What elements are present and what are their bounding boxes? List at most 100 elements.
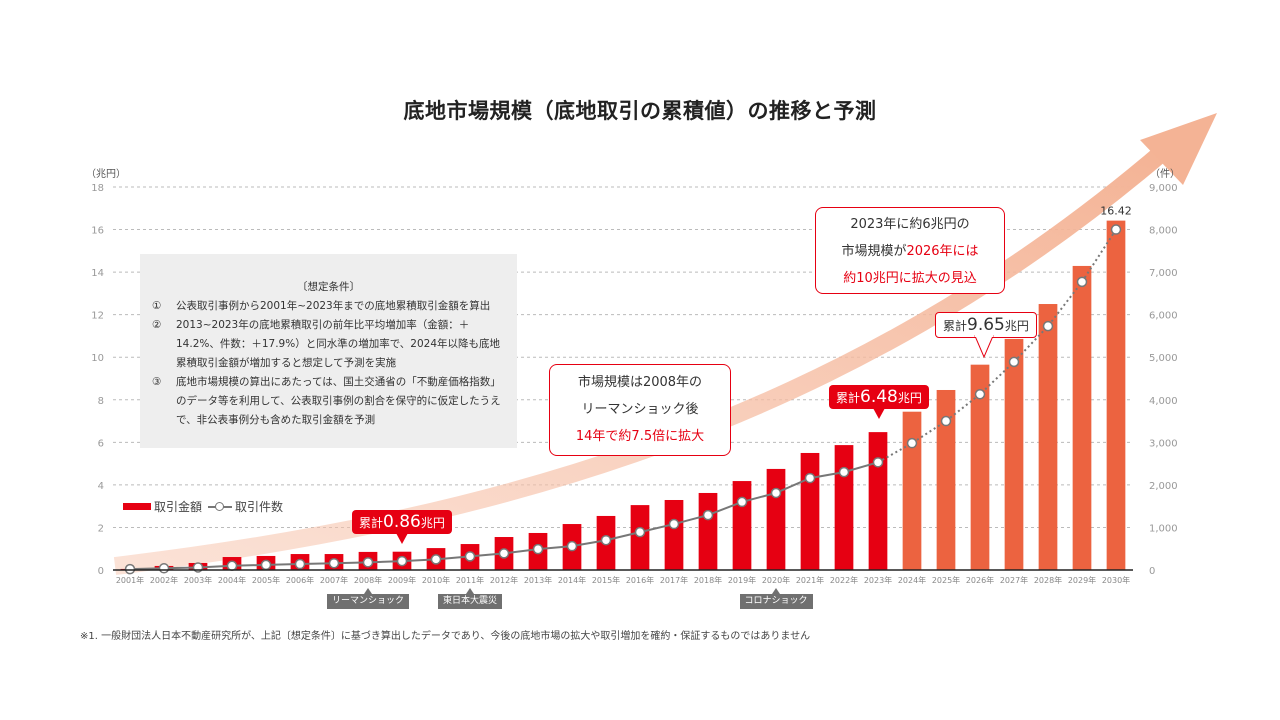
count-point-2027年 (1008, 356, 1020, 368)
assumption-number: ③ (152, 376, 162, 388)
bar-2026年 (970, 364, 990, 570)
badge-value: 0.86 (383, 512, 421, 532)
lehman-callout-line1: 市場規模は2008年の (577, 375, 703, 390)
y-left-tick-label: 10 (91, 353, 104, 364)
x-tick-label: 2008年 (354, 575, 382, 585)
bar-2016年 (630, 505, 650, 570)
bar-2023年 (868, 432, 888, 570)
bar-2020年 (766, 468, 786, 570)
badge-unit: 兆円 (420, 516, 445, 530)
count-point-2013年 (532, 543, 544, 555)
x-tick-label: 2019年 (728, 575, 756, 585)
x-tick-label: 2004年 (218, 575, 246, 585)
assumption-text: 公表取引事例から2001年~2023年までの底地累積取引金額を算出 (176, 300, 491, 312)
x-tick-label: 2029年 (1068, 575, 1096, 585)
assumption-item: ① 公表取引事例から2001年~2023年までの底地累積取引金額を算出 (140, 297, 517, 316)
count-line-forecast (877, 229, 1117, 464)
y-right-tick-label: 0 (1149, 566, 1155, 577)
x-tick-label: 2012年 (490, 575, 518, 585)
x-tick-label: 2010年 (422, 575, 450, 585)
forecast-callout-line3: 約10兆円に拡大の見込 (843, 271, 977, 286)
bar-2022年 (834, 445, 854, 570)
assumption-item: ③ 底地市場規模の算出にあたっては、国土交通省の「不動産価格指数」のデータ等を利… (140, 373, 517, 430)
badge-prefix: 累計 (359, 516, 384, 530)
y-right-unit-label: （件） (1150, 168, 1180, 180)
x-tick-label: 2016年 (626, 575, 654, 585)
count-point-2015年 (600, 534, 612, 546)
x-tick-label: 2015年 (592, 575, 620, 585)
badge-value: 9.65 (967, 315, 1005, 335)
lehman-callout: 市場規模は2008年の リーマンショック後 14年で約7.5倍に拡大 (549, 364, 731, 456)
data-label-final: 16.42 (1100, 205, 1132, 218)
y-right-tick-label: 3,000 (1149, 438, 1178, 449)
y-right-tick-label: 2,000 (1149, 481, 1178, 492)
x-tick-label: 2030年 (1102, 575, 1130, 585)
assumption-item: ② 2013~2023年の底地累積取引の前年比平均増加率（金額：＋14.2%、件… (140, 316, 517, 373)
x-tick-label: 2018年 (694, 575, 722, 585)
x-tick-label: 2005年 (252, 575, 280, 585)
y-right-tick-label: 7,000 (1149, 268, 1178, 279)
chart-legend: 取引金額 取引件数 (123, 498, 283, 515)
y-left-unit-label: （兆円） (86, 168, 126, 180)
badge-unit: 兆円 (897, 391, 922, 405)
count-point-2002年 (158, 563, 170, 574)
y-left-tick-label: 2 (98, 523, 104, 534)
growth-arrow-head (1140, 113, 1217, 185)
badge-prefix: 累計 (943, 319, 968, 333)
count-point-2025年 (940, 415, 952, 427)
x-tick-label: 2022年 (830, 575, 858, 585)
count-point-2011年 (464, 551, 476, 562)
y-left-tick-label: 0 (98, 566, 104, 577)
y-left-tick-label: 18 (91, 183, 104, 194)
x-tick-label: 2014年 (558, 575, 586, 585)
assumptions-title: 〔想定条件〕 (297, 281, 360, 293)
cumulative-badge-2023: 累計6.48兆円 (829, 385, 929, 419)
cumulative-badge-2009: 累計0.86兆円 (352, 510, 452, 544)
x-tick-label: 2024年 (898, 575, 926, 585)
x-tick-label: 2021年 (796, 575, 824, 585)
x-tick-label: 2020年 (762, 575, 790, 585)
y-right-tick-label: 5,000 (1149, 353, 1178, 364)
y-right-tick-label: 6,000 (1149, 311, 1178, 322)
bar-2029年 (1072, 265, 1092, 570)
count-point-2009年 (396, 555, 408, 567)
forecast-callout-line1: 2023年に約6兆円の (850, 217, 970, 232)
y-left-tick-label: 8 (98, 396, 104, 407)
count-point-2008年 (362, 557, 374, 568)
count-point-2023年 (872, 457, 884, 468)
legend-line-swatch (208, 501, 233, 511)
count-point-2021年 (804, 472, 816, 484)
x-tick-label: 2009年 (388, 575, 416, 585)
bar-2027年 (1004, 338, 1024, 570)
count-point-2019年 (736, 496, 748, 508)
x-tick-label: 2028年 (1034, 575, 1062, 585)
assumption-text: 底地市場規模の算出にあたっては、国土交通省の「不動産価格指数」のデータ等を利用し… (176, 376, 501, 426)
count-point-2020年 (770, 487, 782, 499)
legend-label-count: 取引件数 (235, 500, 284, 514)
badge-unit: 兆円 (1004, 319, 1029, 333)
bar-2028年 (1038, 304, 1058, 570)
assumption-text: 2013~2023年の底地累積取引の前年比平均増加率（金額：＋14.2%、件数：… (176, 319, 501, 369)
badge-2026-pointer (974, 335, 994, 359)
assumption-number: ① (152, 300, 162, 312)
x-tick-label: 2027年 (1000, 575, 1028, 585)
x-tick-label: 2002年 (150, 575, 178, 585)
x-tick-label: 2023年 (864, 575, 892, 585)
count-point-2014年 (566, 540, 578, 552)
event-marker: 東日本大震災 (438, 588, 503, 609)
bar-2025年 (936, 389, 956, 570)
y-left-tick-label: 16 (91, 226, 104, 237)
y-left-tick-label: 14 (91, 268, 104, 279)
event-marker: コロナショック (739, 588, 813, 609)
y-left-tick-label: 6 (98, 438, 104, 449)
lehman-callout-line2: リーマンショック後 (581, 402, 699, 417)
y-right-tick-label: 4,000 (1149, 396, 1178, 407)
bar-2024年 (902, 411, 922, 570)
legend-bar-swatch (123, 503, 151, 510)
count-point-2016年 (634, 526, 646, 538)
chart-title: 底地市場規模（底地取引の累積値）の推移と予測 (403, 99, 877, 123)
count-point-2004年 (226, 560, 238, 571)
count-point-2001年 (124, 563, 136, 575)
y-left-tick-label: 12 (91, 311, 104, 322)
assumption-number: ② (152, 319, 162, 331)
